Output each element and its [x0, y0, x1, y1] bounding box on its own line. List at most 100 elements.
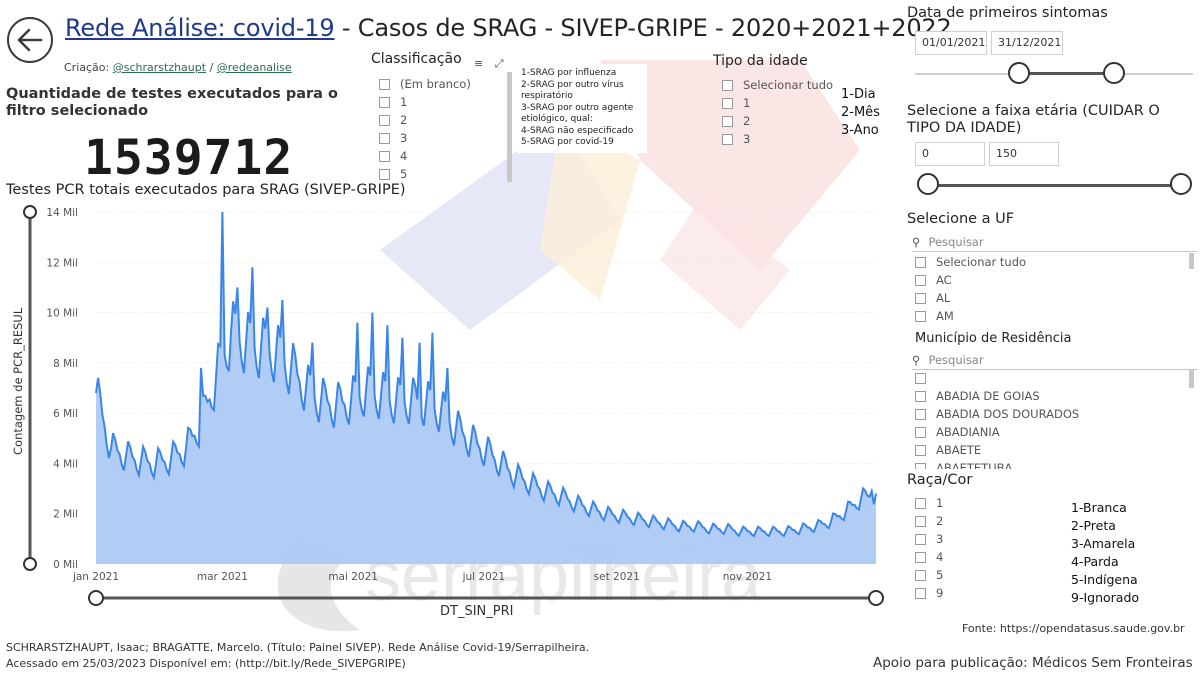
- classificacao-item[interactable]: 4: [379, 147, 479, 165]
- checkbox[interactable]: [915, 292, 926, 304]
- uf-item[interactable]: AC: [915, 271, 1185, 289]
- classificacao-item[interactable]: 2: [379, 111, 479, 129]
- raca-item[interactable]: 4: [915, 548, 975, 566]
- checkbox[interactable]: [379, 150, 390, 162]
- credit-link-2[interactable]: @redeanalise: [216, 61, 292, 74]
- checkbox[interactable]: [915, 551, 926, 563]
- classificacao-legend: 1-SRAG por influenza 2-SRAG por outro vír…: [517, 64, 647, 153]
- raca-item-label: 3: [936, 532, 944, 546]
- raca-item[interactable]: 1: [915, 494, 975, 512]
- checkbox[interactable]: [915, 274, 926, 286]
- age-slider-max-handle[interactable]: [1170, 173, 1192, 195]
- raca-item-label: 9: [936, 586, 944, 600]
- tipo-idade-item[interactable]: 1: [722, 94, 842, 112]
- checkbox[interactable]: [915, 310, 926, 322]
- municipio-search-input[interactable]: Pesquisar: [928, 352, 984, 367]
- chart-title: Testes PCR totais executados para SRAG (…: [6, 182, 406, 198]
- uf-item[interactable]: AL: [915, 289, 1185, 307]
- checkbox[interactable]: [722, 115, 733, 127]
- classificacao-item-label: 1: [400, 95, 408, 109]
- municipio-item[interactable]: ABADIANIA: [915, 423, 1185, 441]
- uf-scrollbar[interactable]: [1189, 253, 1194, 269]
- checkbox[interactable]: [379, 78, 390, 90]
- tipo-idade-item[interactable]: Selecionar tudo: [722, 76, 842, 94]
- classificacao-scrollbar[interactable]: [507, 72, 512, 182]
- checkbox[interactable]: [722, 79, 733, 91]
- date-slider-start-handle[interactable]: [1007, 62, 1030, 84]
- x-zoom-slider-left-handle[interactable]: [88, 590, 104, 606]
- series-line: [95, 211, 877, 538]
- filter-icon[interactable]: ≡: [474, 57, 484, 70]
- title-link[interactable]: Rede Análise: covid-19: [65, 14, 335, 42]
- municipio-search-box[interactable]: ⚲ Pesquisar: [912, 350, 1197, 370]
- municipio-item[interactable]: ABAETETUBA: [915, 459, 1185, 469]
- checkbox[interactable]: [915, 533, 926, 545]
- municipio-item[interactable]: ABADIA DOS DOURADOS: [915, 405, 1185, 423]
- date-slider-end-handle[interactable]: [1102, 62, 1125, 84]
- checkbox[interactable]: [915, 462, 926, 469]
- checkbox[interactable]: [379, 168, 390, 180]
- checkbox[interactable]: [915, 256, 926, 268]
- municipio-scrollbar[interactable]: [1189, 370, 1194, 388]
- support-text: Apoio para publicação: Médicos Sem Front…: [873, 655, 1193, 671]
- search-icon: ⚲: [912, 352, 921, 367]
- classificacao-item[interactable]: (Em branco): [379, 75, 479, 93]
- checkbox[interactable]: [722, 133, 733, 145]
- tipo-idade-item[interactable]: 2: [722, 112, 842, 130]
- uf-search-input[interactable]: Pesquisar: [928, 234, 984, 249]
- checkbox[interactable]: [915, 426, 926, 438]
- age-slider-track[interactable]: [928, 184, 1181, 187]
- x-zoom-slider-right-handle[interactable]: [868, 590, 884, 606]
- age-min-input[interactable]: 0: [915, 142, 985, 166]
- age-max-input[interactable]: 150: [989, 142, 1059, 166]
- checkbox[interactable]: [915, 372, 926, 384]
- date-end-input[interactable]: 31/12/2021: [991, 31, 1063, 55]
- raca-item[interactable]: 2: [915, 512, 975, 530]
- checkbox[interactable]: [915, 408, 926, 420]
- y-zoom-slider-top-handle[interactable]: [23, 205, 37, 219]
- tipo-idade-title: Tipo da idade: [713, 53, 808, 69]
- classificacao-item[interactable]: 5: [379, 165, 479, 183]
- classificacao-item-label: 4: [400, 149, 408, 163]
- area-chart[interactable]: 0 Mil 2 Mil 4 Mil 6 Mil 8 Mil 10 Mil 12 Mil 14 …: [0, 198, 900, 618]
- municipio-item-label: ABADIA DOS DOURADOS: [936, 407, 1080, 421]
- classificacao-legend-item: 1-SRAG por influenza: [521, 68, 617, 78]
- raca-list: 1 2 3 4 5 9: [915, 494, 975, 602]
- checkbox[interactable]: [915, 444, 926, 456]
- tipo-idade-legend-item: 1-Dia: [841, 87, 876, 102]
- checkbox[interactable]: [915, 587, 926, 599]
- tipo-idade-item-label: Selecionar tudo: [743, 78, 834, 92]
- municipio-item[interactable]: ABADIA DE GOIAS: [915, 387, 1185, 405]
- checkbox[interactable]: [915, 515, 926, 527]
- tipo-idade-item[interactable]: 3: [722, 130, 842, 148]
- citation-line-2: Acessado em 25/03/2023 Disponível em: (h…: [6, 657, 406, 670]
- classificacao-item-label: 2: [400, 113, 408, 127]
- date-start-input[interactable]: 01/01/2021: [915, 31, 987, 55]
- checkbox[interactable]: [915, 497, 926, 509]
- credit-link-1[interactable]: @schrarstzhaupt: [112, 61, 207, 74]
- focus-mode-icon[interactable]: ⤢: [494, 57, 504, 70]
- raca-item[interactable]: 9: [915, 584, 975, 602]
- checkbox[interactable]: [379, 96, 390, 108]
- uf-item[interactable]: Selecionar tudo: [915, 253, 1185, 271]
- raca-legend-item: 3-Amarela: [1071, 536, 1136, 551]
- y-tick-label: 12 Mil: [46, 257, 78, 269]
- uf-search-box[interactable]: ⚲ Pesquisar: [912, 232, 1197, 252]
- y-tick-label: 4 Mil: [53, 458, 78, 470]
- raca-item[interactable]: 3: [915, 530, 975, 548]
- y-zoom-slider-bottom-handle[interactable]: [23, 557, 37, 571]
- checkbox[interactable]: [915, 390, 926, 402]
- municipio-item[interactable]: [915, 369, 1185, 387]
- checkbox[interactable]: [915, 569, 926, 581]
- classificacao-item-label: 3: [400, 131, 408, 145]
- checkbox[interactable]: [379, 132, 390, 144]
- classificacao-item[interactable]: 3: [379, 129, 479, 147]
- checkbox[interactable]: [722, 97, 733, 109]
- raca-item[interactable]: 5: [915, 566, 975, 584]
- checkbox[interactable]: [379, 114, 390, 126]
- age-slider-min-handle[interactable]: [917, 173, 939, 195]
- classificacao-item[interactable]: 1: [379, 93, 479, 111]
- municipio-item[interactable]: ABAETE: [915, 441, 1185, 459]
- uf-item[interactable]: AM: [915, 307, 1185, 325]
- back-button[interactable]: [7, 17, 53, 63]
